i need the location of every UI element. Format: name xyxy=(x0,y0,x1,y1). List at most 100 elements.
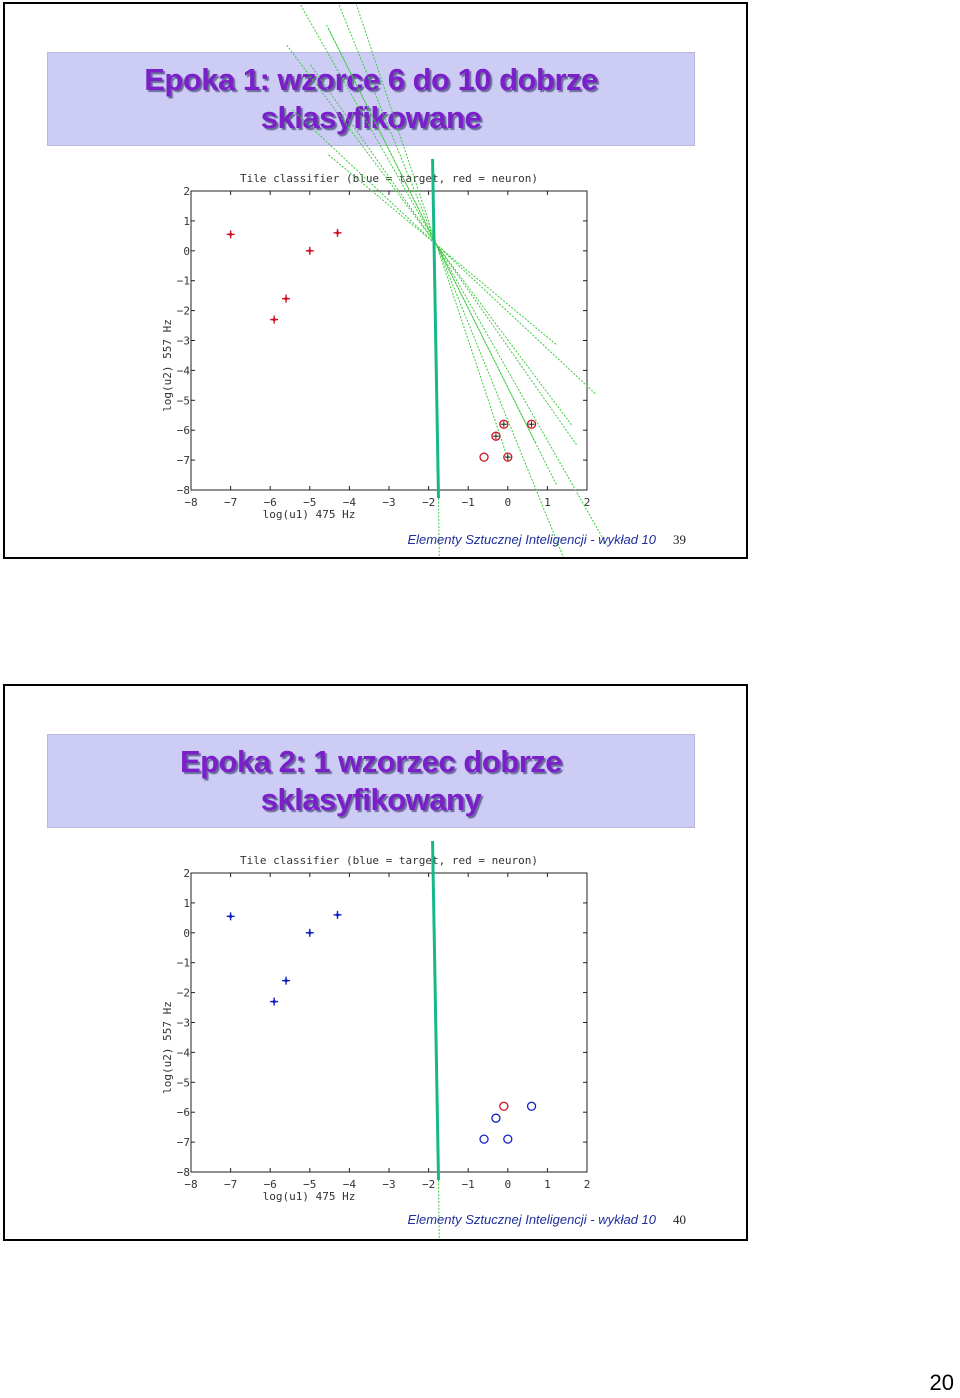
y-tick-label: −4 xyxy=(177,364,191,377)
data-point xyxy=(499,419,509,429)
plot-frame xyxy=(190,190,588,491)
data-point xyxy=(491,1113,501,1123)
decision-boundary xyxy=(431,158,440,499)
slide-number: 40 xyxy=(673,1212,686,1227)
x-tick-label: −4 xyxy=(343,496,357,509)
guide-line xyxy=(286,44,572,426)
x-tick-label: −1 xyxy=(462,496,475,509)
x-tick-label: 1 xyxy=(544,496,551,509)
y-tick-label: −3 xyxy=(177,1017,190,1030)
data-point xyxy=(503,1134,513,1144)
x-tick-label: −6 xyxy=(264,496,277,509)
x-tick-label: 1 xyxy=(544,1178,551,1191)
guide-line xyxy=(310,64,577,446)
data-point xyxy=(229,914,233,918)
y-tick-label: −8 xyxy=(177,484,190,497)
y-tick-label: −2 xyxy=(177,305,190,318)
x-axis-label: log(u1) 475 Hz xyxy=(263,508,356,521)
data-point xyxy=(335,231,340,235)
guide-line xyxy=(326,24,536,444)
y-axis-label: log(u2) 557 Hz xyxy=(161,1001,174,1094)
x-tick-label: 2 xyxy=(584,496,591,509)
slide-title-box: Epoka 1: wzorce 6 do 10 dobrze sklasyfik… xyxy=(47,52,695,146)
y-tick-label: −5 xyxy=(177,394,190,407)
y-axis-label: log(u2) 557 Hz xyxy=(161,319,174,412)
x-tick-label: −7 xyxy=(224,496,237,509)
x-tick-label: 0 xyxy=(504,1178,511,1191)
data-point xyxy=(526,1101,537,1111)
slide-footer: Elementy Sztucznej Inteligencji - wykład… xyxy=(407,532,656,547)
x-tick-label: −3 xyxy=(382,496,395,509)
x-tick-label: −5 xyxy=(303,496,316,509)
x-tick-label: 2 xyxy=(584,1178,591,1191)
y-tick-label: 2 xyxy=(183,185,190,198)
guide-line xyxy=(356,4,509,461)
guide-line xyxy=(438,497,440,557)
data-point xyxy=(308,249,312,253)
guide-line xyxy=(328,154,557,346)
data-point xyxy=(284,297,288,301)
guide-line xyxy=(299,4,607,546)
x-tick-label: −6 xyxy=(264,1178,277,1191)
data-point xyxy=(499,1101,509,1111)
y-tick-label: −2 xyxy=(177,987,190,1000)
y-tick-label: −1 xyxy=(177,957,190,970)
slide-title-line-1: Epoka 1: wzorce 6 do 10 dobrze xyxy=(144,62,598,97)
data-point xyxy=(308,931,312,935)
chart-title: Tile classifier (blue = target, red = ne… xyxy=(240,854,538,867)
y-tick-label: 0 xyxy=(183,927,190,940)
slide-footer: Elementy Sztucznej Inteligencji - wykład… xyxy=(407,1212,656,1227)
y-tick-label: −1 xyxy=(177,275,190,288)
data-point xyxy=(479,452,489,462)
scatter-chart: −8 2 −7 1 −6 0 −5 −1 −4 −2 −3 −3 −2 −4 −1 −5 0 −6 1 −7 2 −8 Ti… xyxy=(161,4,607,557)
x-tick-label: −2 xyxy=(422,1178,435,1191)
y-tick-label: −6 xyxy=(177,1106,190,1119)
x-tick-label: 0 xyxy=(504,496,511,509)
slide-40: Epoka 2: 1 wzorzec dobrze sklasyfikowany… xyxy=(3,684,748,1241)
y-tick-label: −7 xyxy=(177,454,190,467)
y-tick-label: 2 xyxy=(183,867,190,880)
data-point xyxy=(272,999,276,1004)
guide-line xyxy=(328,28,557,486)
y-tick-label: 1 xyxy=(183,215,190,228)
slide-title-line-2: sklasyfikowane xyxy=(260,100,482,135)
x-tick-label: −8 xyxy=(184,496,197,509)
page-number: 20 xyxy=(929,1370,954,1395)
x-tick-label: −2 xyxy=(422,496,435,509)
y-tick-label: −4 xyxy=(177,1046,191,1059)
guide-line xyxy=(338,4,564,557)
slide-title-line-1: Epoka 2: 1 wzorzec dobrze xyxy=(180,744,563,779)
guide-line xyxy=(292,109,597,396)
y-tick-label: −7 xyxy=(177,1136,190,1149)
slide-number: 39 xyxy=(673,532,686,547)
x-tick-label: −3 xyxy=(382,1178,395,1191)
data-point xyxy=(479,1134,489,1144)
decision-boundary xyxy=(431,840,440,1181)
data-point xyxy=(284,979,288,983)
y-tick-label: −5 xyxy=(177,1076,190,1089)
slide-title-box: Epoka 2: 1 wzorzec dobrze sklasyfikowany xyxy=(47,734,695,828)
y-tick-label: −6 xyxy=(177,424,190,437)
y-tick-label: 1 xyxy=(183,897,190,910)
data-point xyxy=(272,317,276,322)
data-point xyxy=(335,913,340,917)
y-tick-label: −8 xyxy=(177,1166,190,1179)
x-tick-label: −4 xyxy=(343,1178,357,1191)
x-tick-label: −8 xyxy=(184,1178,197,1191)
data-point xyxy=(491,431,501,441)
y-tick-label: 0 xyxy=(183,245,190,258)
slide-39: Epoka 1: wzorce 6 do 10 dobrze sklasyfik… xyxy=(3,2,748,559)
x-tick-label: −1 xyxy=(462,1178,475,1191)
x-axis-label: log(u1) 475 Hz xyxy=(263,1190,356,1203)
data-point xyxy=(503,452,513,462)
y-tick-label: −3 xyxy=(177,335,190,348)
chart-title: Tile classifier (blue = target, red = ne… xyxy=(240,172,538,185)
x-tick-label: −5 xyxy=(303,1178,316,1191)
plot-frame xyxy=(190,872,588,1173)
data-point xyxy=(229,232,233,236)
slide-title-line-2: sklasyfikowany xyxy=(260,782,482,817)
scatter-chart: −8 2 −7 1 −6 0 −5 −1 −4 −2 −3 −3 −2 −4 −1 −5 0 −6 1 −7 2 −8 Ti… xyxy=(161,840,591,1239)
data-point xyxy=(526,419,537,429)
guide-line xyxy=(438,1179,440,1239)
x-tick-label: −7 xyxy=(224,1178,237,1191)
